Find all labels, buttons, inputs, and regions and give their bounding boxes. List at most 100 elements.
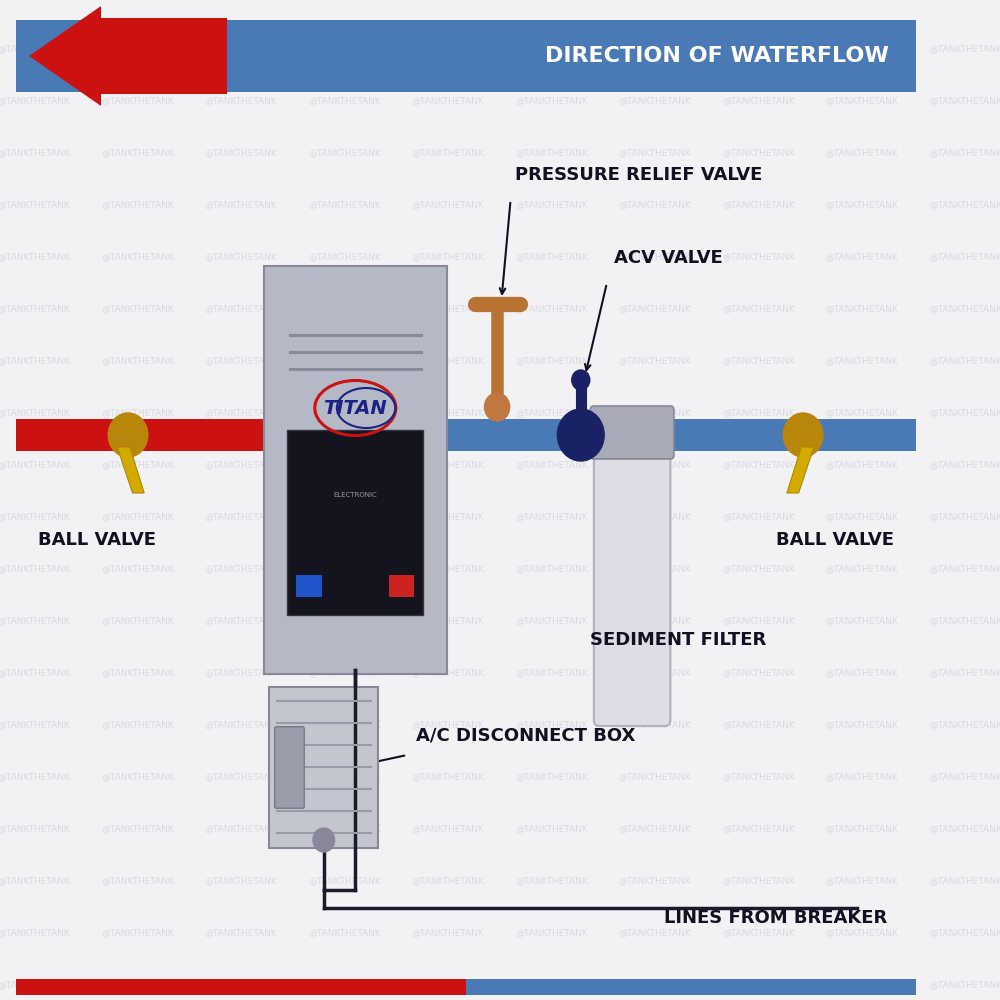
Text: @TANKTHETANK: @TANKTHETANK: [308, 928, 381, 938]
Circle shape: [572, 370, 590, 390]
Text: @TANKTHETANK: @TANKTHETANK: [619, 44, 691, 53]
Text: @TANKTHETANK: @TANKTHETANK: [205, 148, 277, 157]
FancyBboxPatch shape: [16, 979, 466, 995]
Polygon shape: [117, 447, 144, 493]
Text: @TANKTHETANK: @TANKTHETANK: [205, 668, 277, 678]
Text: @TANKTHETANK: @TANKTHETANK: [205, 304, 277, 313]
Text: @TANKTHETANK: @TANKTHETANK: [722, 44, 795, 53]
Text: @TANKTHETANK: @TANKTHETANK: [0, 512, 70, 521]
Text: @TANKTHETANK: @TANKTHETANK: [308, 200, 381, 210]
Text: @TANKTHETANK: @TANKTHETANK: [619, 720, 691, 730]
FancyBboxPatch shape: [264, 266, 447, 674]
Text: @TANKTHETANK: @TANKTHETANK: [826, 824, 898, 833]
Text: @TANKTHETANK: @TANKTHETANK: [308, 96, 381, 105]
Text: @TANKTHETANK: @TANKTHETANK: [205, 512, 277, 521]
Text: @TANKTHETANK: @TANKTHETANK: [308, 356, 381, 365]
Text: @TANKTHETANK: @TANKTHETANK: [101, 876, 174, 886]
Text: BALL VALVE: BALL VALVE: [776, 531, 894, 549]
Text: @TANKTHETANK: @TANKTHETANK: [515, 252, 588, 261]
Text: @TANKTHETANK: @TANKTHETANK: [412, 512, 484, 521]
Text: @TANKTHETANK: @TANKTHETANK: [929, 252, 1000, 261]
Text: @TANKTHETANK: @TANKTHETANK: [0, 96, 70, 105]
Text: @TANKTHETANK: @TANKTHETANK: [722, 96, 795, 105]
Text: @TANKTHETANK: @TANKTHETANK: [826, 304, 898, 313]
Text: @TANKTHETANK: @TANKTHETANK: [308, 564, 381, 573]
Text: @TANKTHETANK: @TANKTHETANK: [826, 44, 898, 53]
Text: @TANKTHETANK: @TANKTHETANK: [515, 460, 588, 470]
Text: @TANKTHETANK: @TANKTHETANK: [205, 772, 277, 782]
Text: @TANKTHETANK: @TANKTHETANK: [308, 304, 381, 313]
Text: @TANKTHETANK: @TANKTHETANK: [205, 252, 277, 261]
Text: @TANKTHETANK: @TANKTHETANK: [619, 668, 691, 678]
Text: @TANKTHETANK: @TANKTHETANK: [412, 980, 484, 990]
Text: @TANKTHETANK: @TANKTHETANK: [722, 720, 795, 730]
Text: @TANKTHETANK: @TANKTHETANK: [619, 356, 691, 365]
Text: @TANKTHETANK: @TANKTHETANK: [929, 512, 1000, 521]
Text: @TANKTHETANK: @TANKTHETANK: [515, 772, 588, 782]
Text: @TANKTHETANK: @TANKTHETANK: [515, 876, 588, 886]
Text: @TANKTHETANK: @TANKTHETANK: [619, 616, 691, 626]
Circle shape: [557, 409, 604, 461]
Text: @TANKTHETANK: @TANKTHETANK: [515, 356, 588, 365]
Text: @TANKTHETANK: @TANKTHETANK: [205, 564, 277, 573]
Text: @TANKTHETANK: @TANKTHETANK: [308, 44, 381, 53]
Text: @TANKTHETANK: @TANKTHETANK: [205, 876, 277, 886]
Text: @TANKTHETANK: @TANKTHETANK: [826, 512, 898, 521]
Text: @TANKTHETANK: @TANKTHETANK: [722, 928, 795, 938]
Text: @TANKTHETANK: @TANKTHETANK: [205, 96, 277, 105]
Text: @TANKTHETANK: @TANKTHETANK: [101, 200, 174, 210]
Text: @TANKTHETANK: @TANKTHETANK: [929, 824, 1000, 833]
Text: @TANKTHETANK: @TANKTHETANK: [826, 252, 898, 261]
Text: @TANKTHETANK: @TANKTHETANK: [515, 200, 588, 210]
Text: @TANKTHETANK: @TANKTHETANK: [929, 96, 1000, 105]
Text: @TANKTHETANK: @TANKTHETANK: [308, 408, 381, 417]
Text: @TANKTHETANK: @TANKTHETANK: [101, 408, 174, 417]
Text: @TANKTHETANK: @TANKTHETANK: [929, 616, 1000, 626]
Text: @TANKTHETANK: @TANKTHETANK: [722, 460, 795, 470]
Text: @TANKTHETANK: @TANKTHETANK: [101, 96, 174, 105]
Text: @TANKTHETANK: @TANKTHETANK: [101, 824, 174, 833]
Text: @TANKTHETANK: @TANKTHETANK: [826, 668, 898, 678]
Text: @TANKTHETANK: @TANKTHETANK: [826, 408, 898, 417]
Text: @TANKTHETANK: @TANKTHETANK: [308, 616, 381, 626]
Text: @TANKTHETANK: @TANKTHETANK: [722, 668, 795, 678]
Text: @TANKTHETANK: @TANKTHETANK: [412, 408, 484, 417]
FancyBboxPatch shape: [16, 419, 272, 451]
Text: @TANKTHETANK: @TANKTHETANK: [619, 876, 691, 886]
Text: @TANKTHETANK: @TANKTHETANK: [929, 772, 1000, 782]
Text: @TANKTHETANK: @TANKTHETANK: [101, 720, 174, 730]
Text: @TANKTHETANK: @TANKTHETANK: [619, 96, 691, 105]
Text: @TANKTHETANK: @TANKTHETANK: [722, 148, 795, 157]
Text: @TANKTHETANK: @TANKTHETANK: [826, 356, 898, 365]
Text: @TANKTHETANK: @TANKTHETANK: [205, 824, 277, 833]
Circle shape: [484, 393, 510, 421]
Text: @TANKTHETANK: @TANKTHETANK: [101, 148, 174, 157]
Text: @TANKTHETANK: @TANKTHETANK: [515, 564, 588, 573]
Text: @TANKTHETANK: @TANKTHETANK: [308, 512, 381, 521]
Text: @TANKTHETANK: @TANKTHETANK: [0, 148, 70, 157]
Text: ELECTRONIC: ELECTRONIC: [333, 492, 377, 498]
Text: BALL VALVE: BALL VALVE: [38, 531, 156, 549]
Text: @TANKTHETANK: @TANKTHETANK: [101, 304, 174, 313]
Text: @TANKTHETANK: @TANKTHETANK: [826, 980, 898, 990]
Text: @TANKTHETANK: @TANKTHETANK: [722, 252, 795, 261]
Text: @TANKTHETANK: @TANKTHETANK: [205, 928, 277, 938]
Text: TITAN: TITAN: [323, 398, 387, 418]
Text: @TANKTHETANK: @TANKTHETANK: [101, 564, 174, 573]
Polygon shape: [29, 6, 227, 106]
Text: @TANKTHETANK: @TANKTHETANK: [101, 356, 174, 365]
Text: @TANKTHETANK: @TANKTHETANK: [101, 928, 174, 938]
Text: PRESSURE RELIEF VALVE: PRESSURE RELIEF VALVE: [515, 166, 762, 184]
FancyBboxPatch shape: [389, 575, 414, 597]
Text: @TANKTHETANK: @TANKTHETANK: [619, 408, 691, 417]
Text: @TANKTHETANK: @TANKTHETANK: [826, 564, 898, 573]
Text: @TANKTHETANK: @TANKTHETANK: [722, 408, 795, 417]
Text: @TANKTHETANK: @TANKTHETANK: [412, 44, 484, 53]
Text: @TANKTHETANK: @TANKTHETANK: [515, 616, 588, 626]
Text: @TANKTHETANK: @TANKTHETANK: [722, 512, 795, 521]
Text: @TANKTHETANK: @TANKTHETANK: [619, 772, 691, 782]
Text: @TANKTHETANK: @TANKTHETANK: [722, 876, 795, 886]
Text: @TANKTHETANK: @TANKTHETANK: [0, 356, 70, 365]
Text: @TANKTHETANK: @TANKTHETANK: [308, 720, 381, 730]
Text: @TANKTHETANK: @TANKTHETANK: [101, 616, 174, 626]
